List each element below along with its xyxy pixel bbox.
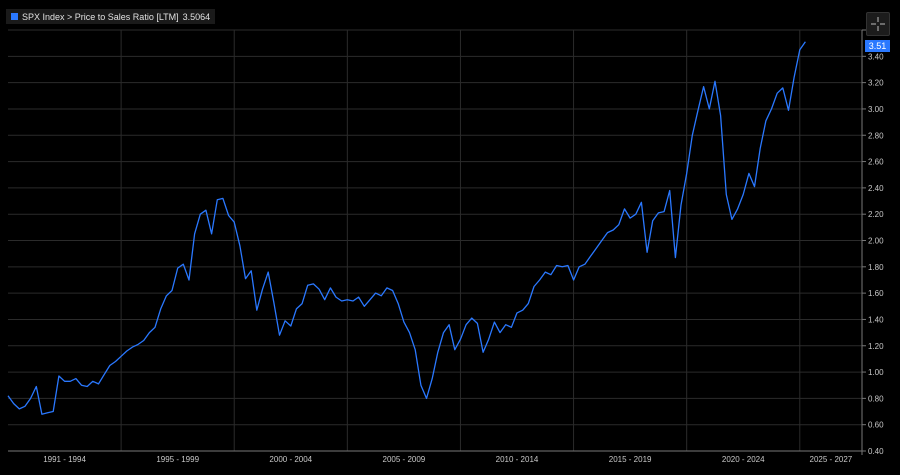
x-tick-label: 2025 - 2027	[810, 455, 853, 464]
last-value-badge: 3.51	[865, 40, 890, 52]
y-tick-label: 1.60	[868, 289, 884, 298]
y-tick-label: 2.80	[868, 131, 884, 140]
x-tick-label: 1991 - 1994	[43, 455, 86, 464]
y-tick-label: 1.40	[868, 315, 884, 324]
y-tick-label: 2.20	[868, 210, 884, 219]
y-tick-label: 0.40	[868, 447, 884, 456]
x-tick-label: 2020 - 2024	[722, 455, 765, 464]
y-tick-label: 1.20	[868, 342, 884, 351]
x-tick-label: 2005 - 2009	[383, 455, 426, 464]
x-tick-label: 1995 - 1999	[156, 455, 199, 464]
y-tick-label: 2.60	[868, 158, 884, 167]
y-tick-label: 0.80	[868, 394, 884, 403]
y-tick-label: 1.00	[868, 368, 884, 377]
y-tick-label: 1.80	[868, 263, 884, 272]
x-tick-label: 2000 - 2004	[269, 455, 312, 464]
y-tick-label: 2.00	[868, 237, 884, 246]
y-tick-label: 2.40	[868, 184, 884, 193]
y-tick-label: 3.20	[868, 79, 884, 88]
crosshair-button[interactable]	[866, 12, 890, 36]
x-tick-label: 2010 - 2014	[496, 455, 539, 464]
y-tick-label: 3.00	[868, 105, 884, 114]
legend-swatch	[11, 13, 18, 20]
crosshair-icon	[867, 17, 889, 39]
y-tick-label: 3.40	[868, 52, 884, 61]
legend: SPX Index > Price to Sales Ratio [LTM] 3…	[6, 9, 216, 24]
x-tick-label: 2015 - 2019	[609, 455, 652, 464]
y-tick-label: 0.60	[868, 421, 884, 430]
legend-value: 3.5064	[182, 11, 211, 22]
legend-label: SPX Index > Price to Sales Ratio [LTM]	[22, 11, 179, 22]
series-line	[7, 41, 806, 415]
